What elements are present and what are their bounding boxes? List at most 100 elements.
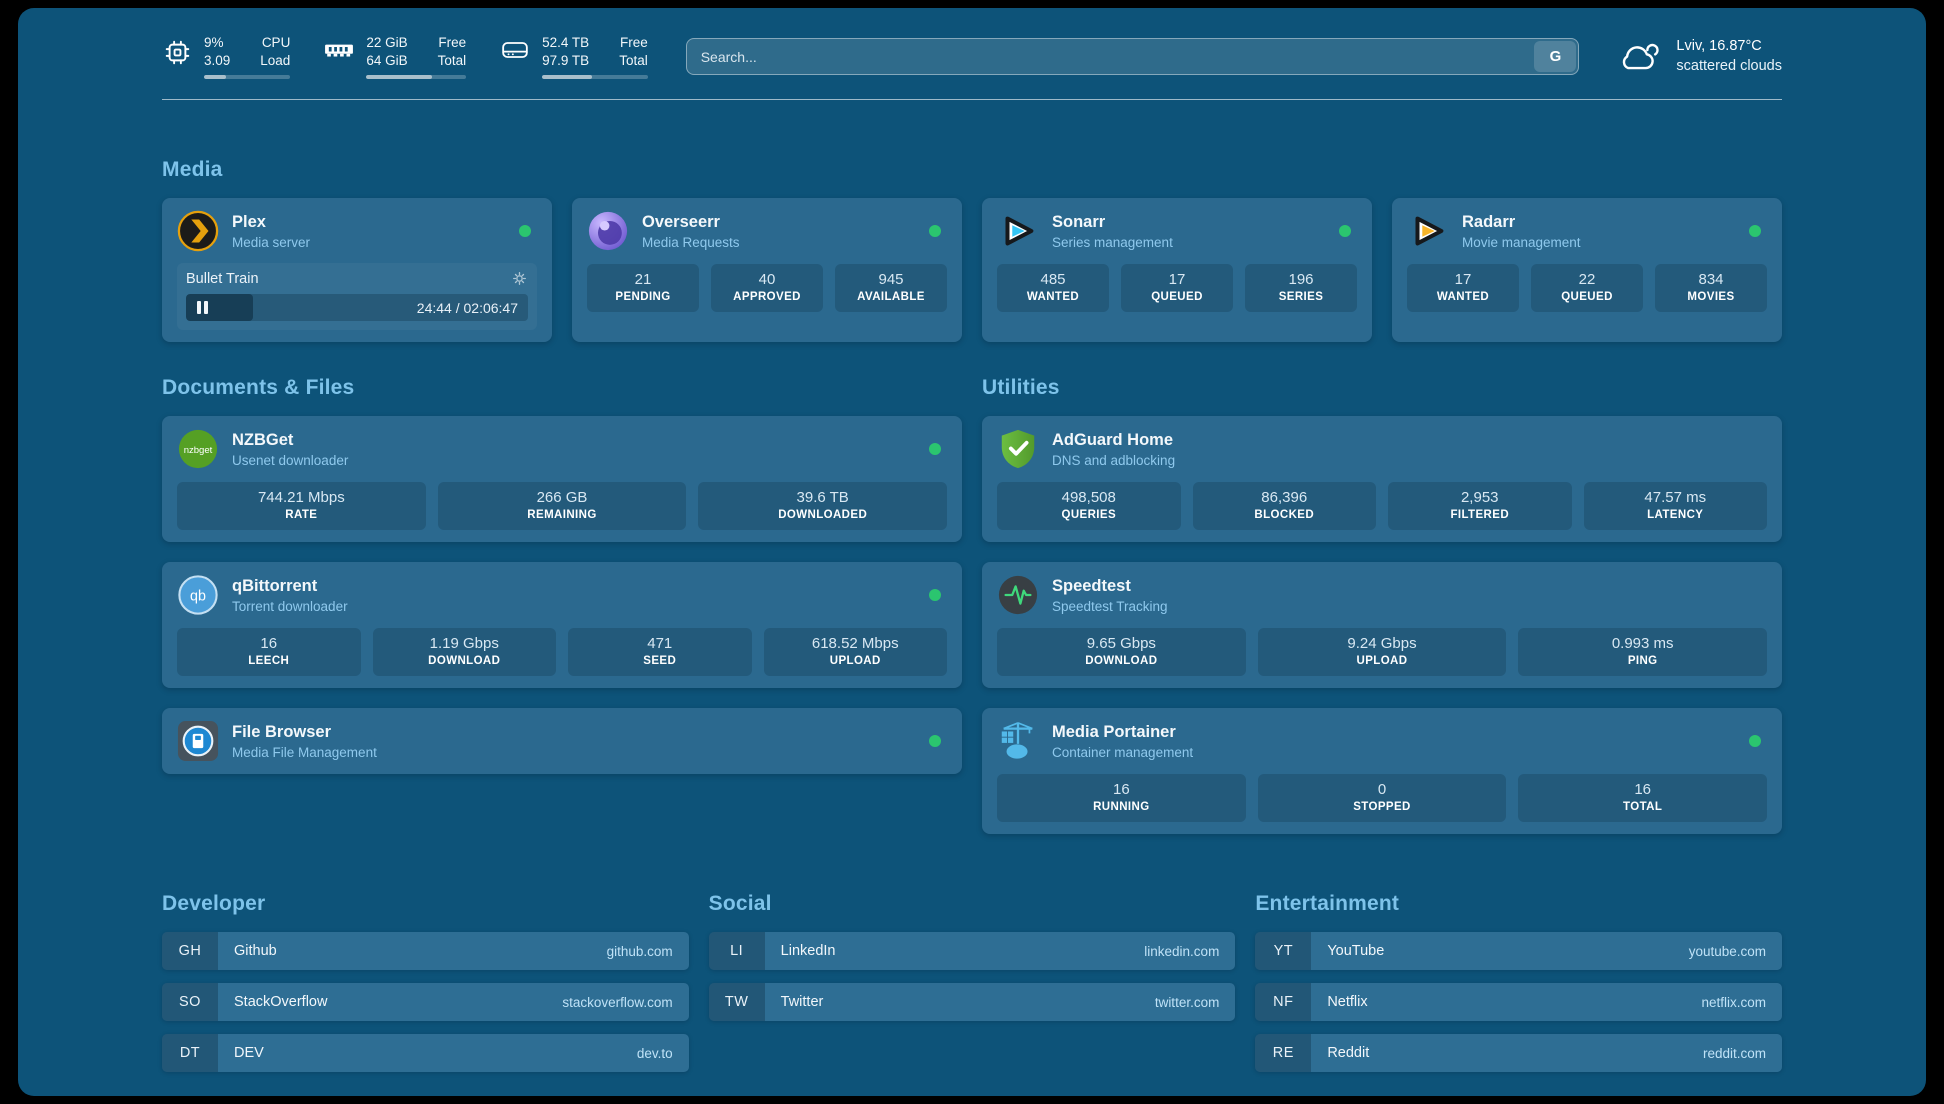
stat-approved: 40 APPROVED [711, 264, 823, 313]
plex-icon [177, 210, 219, 252]
bookmark-url: github.com [606, 943, 673, 959]
stat-upload: 9.24 Gbps UPLOAD [1257, 628, 1507, 677]
app-card-adguard[interactable]: AdGuard Home DNS and adblocking 498,508 … [982, 416, 1782, 543]
svg-text:qb: qb [190, 589, 206, 605]
app-subtitle: Media File Management [232, 744, 377, 760]
app-card-sonarr[interactable]: Sonarr Series management 485 WANTED 17 Q… [982, 198, 1372, 343]
status-indicator [929, 589, 941, 602]
bookmark-name: DEV [234, 1045, 264, 1062]
bookmark-stackoverflow[interactable]: SO StackOverflow stackoverflow.com [162, 983, 689, 1022]
bookmark-abbr: DT [162, 1034, 218, 1073]
memory-icon [324, 39, 354, 61]
app-name: File Browser [232, 722, 332, 741]
system-stats: 9% 3.09 CPU Load [162, 34, 648, 80]
section-documents: Documents & Files nzbget [162, 376, 962, 834]
stat-queued: 17 QUEUED [1121, 264, 1233, 313]
top-bar: 9% 3.09 CPU Load [162, 34, 1782, 80]
app-name: Media Portainer [1052, 722, 1176, 741]
search-engine-button[interactable]: G [1534, 41, 1577, 73]
bookmark-name: LinkedIn [780, 943, 836, 960]
app-name: NZBGet [232, 430, 294, 449]
stat-queries: 498,508 QUERIES [997, 482, 1181, 531]
stat-filtered: 2,953 FILTERED [1388, 482, 1572, 531]
app-card-qbittorrent[interactable]: qb qBittorrent Torrent downloader [162, 562, 962, 689]
section-title-media: Media [162, 158, 223, 182]
section-title-documents: Documents & Files [162, 376, 355, 400]
status-indicator [929, 225, 941, 238]
bookmark-reddit[interactable]: RE Reddit reddit.com [1255, 1034, 1782, 1073]
plex-now-playing-widget: Bullet Train 24:44 / 02:06:4 [177, 263, 537, 331]
bookmark-youtube[interactable]: YT YouTube youtube.com [1255, 932, 1782, 971]
disk-labels: Free Total [619, 35, 648, 68]
search-input[interactable] [685, 38, 1580, 76]
stat-movies: 834 MOVIES [1655, 264, 1767, 313]
stat-seed: 471 SEED [568, 628, 752, 677]
stat-stopped: 0 STOPPED [1257, 774, 1507, 823]
weather-widget: Lviv, 16.87°C scattered clouds [1617, 37, 1782, 76]
stat-pending: 21 PENDING [587, 264, 699, 313]
app-name: Speedtest [1052, 576, 1131, 595]
scattered-clouds-icon [1617, 40, 1663, 74]
app-card-overseerr[interactable]: Overseerr Media Requests 21 PENDING 40 A… [572, 198, 962, 343]
settings-gear-icon[interactable] [511, 270, 528, 287]
bookmark-name: StackOverflow [234, 994, 328, 1011]
stat-total: 16 TOTAL [1518, 774, 1768, 823]
app-card-plex[interactable]: Plex Media server Bullet Train [162, 198, 552, 343]
cpu-progress [204, 74, 291, 80]
bookmark-twitter[interactable]: TW Twitter twitter.com [708, 983, 1236, 1022]
app-subtitle: Media Requests [642, 234, 740, 250]
app-name: Radarr [1462, 212, 1516, 231]
section-title-developer: Developer [162, 892, 266, 916]
app-card-nzbget[interactable]: nzbget NZBGet Usenet downloader 74 [162, 416, 962, 543]
bookmark-github[interactable]: GH Github github.com [162, 932, 689, 971]
app-name: Overseerr [642, 212, 720, 231]
stat-downloaded: 39.6 TB DOWNLOADED [698, 482, 948, 531]
app-card-speedtest[interactable]: Speedtest Speedtest Tracking 9.65 Gbps D… [982, 562, 1782, 689]
app-subtitle: Usenet downloader [232, 452, 349, 468]
bookmark-name: Github [234, 943, 277, 960]
app-subtitle: Speedtest Tracking [1052, 598, 1168, 614]
app-name: qBittorrent [232, 576, 318, 595]
app-card-portainer[interactable]: Media Portainer Container management 16 … [982, 708, 1782, 835]
status-indicator [1749, 225, 1761, 238]
app-name: Plex [232, 212, 266, 231]
section-media: Media Plex Media server [162, 158, 1782, 343]
speedtest-icon [997, 574, 1039, 616]
now-playing-title: Bullet Train [186, 270, 259, 287]
bookmark-url: stackoverflow.com [562, 994, 673, 1010]
nzbget-icon: nzbget [177, 428, 219, 470]
bookmark-dev[interactable]: DT DEV dev.to [162, 1034, 689, 1073]
disk-progress [542, 74, 648, 80]
bookmark-url: netflix.com [1701, 994, 1766, 1010]
header-divider [162, 99, 1782, 101]
portainer-icon [997, 720, 1039, 762]
memory-progress [366, 74, 467, 80]
app-subtitle: Series management [1052, 234, 1173, 250]
qbittorrent-icon: qb [177, 574, 219, 616]
disk-stat: 52.4 TB 97.9 TB Free Total [500, 34, 648, 80]
section-entertainment: Entertainment YT YouTube youtube.com NF … [1255, 892, 1782, 1085]
bookmark-abbr: LI [708, 932, 765, 971]
app-name: Sonarr [1052, 212, 1106, 231]
bookmark-abbr: TW [708, 983, 765, 1022]
weather-location-temp: Lviv, 16.87°C [1676, 38, 1762, 54]
bookmark-netflix[interactable]: NF Netflix netflix.com [1255, 983, 1782, 1022]
stat-download: 9.65 Gbps DOWNLOAD [997, 628, 1246, 677]
bookmark-linkedin[interactable]: LI LinkedIn linkedin.com [708, 932, 1236, 971]
playback-time: 24:44 / 02:06:47 [416, 299, 518, 316]
pause-icon [197, 301, 208, 315]
stat-latency: 47.57 ms LATENCY [1583, 482, 1767, 531]
bookmark-name: Reddit [1327, 1045, 1370, 1062]
bookmark-abbr: YT [1255, 932, 1312, 971]
app-name: AdGuard Home [1052, 430, 1174, 449]
bookmark-name: Twitter [780, 994, 824, 1011]
app-card-filebrowser[interactable]: File Browser Media File Management [162, 708, 962, 775]
app-card-radarr[interactable]: Radarr Movie management 17 WANTED 22 QUE… [1392, 198, 1782, 343]
stat-wanted: 17 WANTED [1407, 264, 1519, 313]
bookmark-abbr: NF [1255, 983, 1312, 1022]
radarr-icon [1407, 210, 1449, 252]
bookmark-name: Netflix [1327, 994, 1368, 1011]
app-subtitle: Media server [232, 234, 311, 250]
section-developer: Developer GH Github github.com SO StackO… [162, 892, 689, 1085]
section-utilities: Utilities [982, 376, 1782, 835]
